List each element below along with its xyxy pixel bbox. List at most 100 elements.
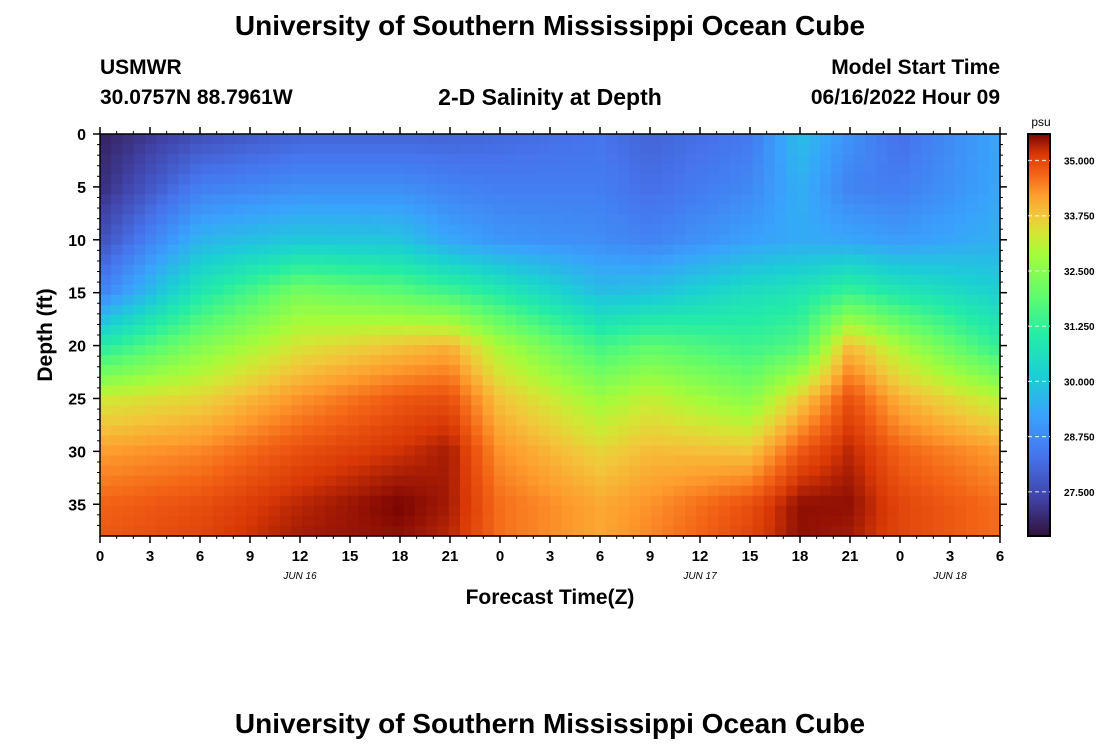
heatmap-cell <box>741 465 754 477</box>
heatmap-cell <box>943 525 956 537</box>
heatmap-cell <box>358 435 371 447</box>
heatmap-cell <box>853 204 866 215</box>
heatmap-cell <box>325 244 337 256</box>
heatmap-cell <box>820 174 832 185</box>
heatmap-cell <box>876 164 889 175</box>
heatmap-cell <box>977 224 990 236</box>
heatmap-cell <box>415 174 427 185</box>
heatmap-cell <box>955 244 967 256</box>
heatmap-cell <box>910 314 922 326</box>
heatmap-cell <box>775 324 787 336</box>
heatmap-cell <box>100 314 112 326</box>
heatmap-cell <box>707 284 720 296</box>
heatmap-cell <box>865 244 877 256</box>
heatmap-cell <box>403 445 416 457</box>
heatmap-cell <box>145 425 157 437</box>
heatmap-cell <box>988 345 1001 356</box>
heatmap-cell <box>763 515 776 527</box>
heatmap-cell <box>235 244 247 256</box>
heatmap-cell <box>775 475 787 487</box>
heatmap-cell <box>415 435 427 447</box>
heatmap-cell <box>370 274 382 286</box>
heatmap-cell <box>887 465 900 477</box>
heatmap-cell <box>325 284 337 296</box>
heatmap-cell <box>336 445 349 457</box>
heatmap-cell <box>696 214 709 226</box>
heatmap-cell <box>752 134 765 145</box>
heatmap-cell <box>190 465 202 477</box>
heatmap-cell <box>932 184 945 195</box>
heatmap-cell <box>133 405 146 416</box>
heatmap-cell <box>415 415 427 427</box>
heatmap-cell <box>673 294 686 306</box>
chart-title: University of Southern Mississippi Ocean… <box>234 10 866 41</box>
heatmap-cell <box>606 164 619 175</box>
heatmap-cell <box>662 244 675 256</box>
heatmap-cell <box>482 485 495 497</box>
heatmap-cell <box>628 324 641 336</box>
heatmap-cell <box>493 134 506 145</box>
heatmap-cell <box>358 475 371 487</box>
heatmap-cell <box>336 224 349 236</box>
heatmap-cell <box>426 214 439 226</box>
heatmap-cell <box>718 324 731 336</box>
heatmap-cell <box>392 234 405 246</box>
heatmap-cell <box>280 365 292 376</box>
heatmap-cell <box>201 264 214 276</box>
heatmap-cell <box>122 314 135 326</box>
heatmap-cell <box>415 375 427 386</box>
heatmap-cell <box>178 274 191 286</box>
heatmap-cell <box>178 324 191 336</box>
heatmap-cell <box>291 194 304 205</box>
heatmap-cell <box>527 264 540 276</box>
heatmap-cell <box>460 274 472 286</box>
heatmap-cell <box>752 174 765 185</box>
heatmap-cell <box>865 324 877 336</box>
heatmap-cell <box>932 194 945 205</box>
heatmap-cell <box>527 415 540 427</box>
heatmap-cell <box>358 264 371 276</box>
heatmap-cell <box>673 204 686 215</box>
heatmap-cell <box>145 214 157 226</box>
heatmap-cell <box>212 154 225 165</box>
heatmap-cell <box>651 224 664 236</box>
heatmap-cell <box>223 485 236 497</box>
heatmap-cell <box>482 415 495 427</box>
heatmap-cell <box>403 144 416 155</box>
heatmap-cell <box>370 355 382 366</box>
heatmap-cell <box>505 405 517 416</box>
heatmap-cell <box>280 134 292 145</box>
heatmap-cell <box>212 515 225 527</box>
heatmap-cell <box>561 204 574 215</box>
heatmap-cell <box>820 324 832 336</box>
heatmap-cell <box>178 455 191 467</box>
heatmap-cell <box>291 395 304 406</box>
heatmap-cell <box>516 425 529 437</box>
heatmap-cell <box>370 375 382 386</box>
heatmap-cell <box>606 214 619 226</box>
heatmap-cell <box>966 455 979 467</box>
heatmap-cell <box>977 385 990 396</box>
heatmap-cell <box>595 425 607 437</box>
heatmap-cell <box>291 345 304 356</box>
heatmap-cell <box>786 144 799 155</box>
heatmap-cell <box>370 405 382 416</box>
heatmap-cell <box>370 395 382 406</box>
heatmap-cell <box>415 134 427 145</box>
heatmap-cell <box>865 485 877 497</box>
heatmap-cell <box>302 455 315 467</box>
heatmap-cell <box>763 324 776 336</box>
heatmap-cell <box>156 204 169 215</box>
heatmap-cell <box>201 485 214 497</box>
heatmap-cell <box>516 485 529 497</box>
heatmap-cell <box>977 505 990 517</box>
heatmap-cell <box>685 455 697 467</box>
heatmap-cell <box>977 154 990 165</box>
heatmap-cell <box>133 184 146 195</box>
heatmap-cell <box>595 515 607 527</box>
heatmap-cell <box>943 425 956 437</box>
heatmap-cell <box>876 264 889 276</box>
heatmap-cell <box>606 294 619 306</box>
heatmap-cell <box>808 495 821 507</box>
heatmap-cell <box>831 284 844 296</box>
